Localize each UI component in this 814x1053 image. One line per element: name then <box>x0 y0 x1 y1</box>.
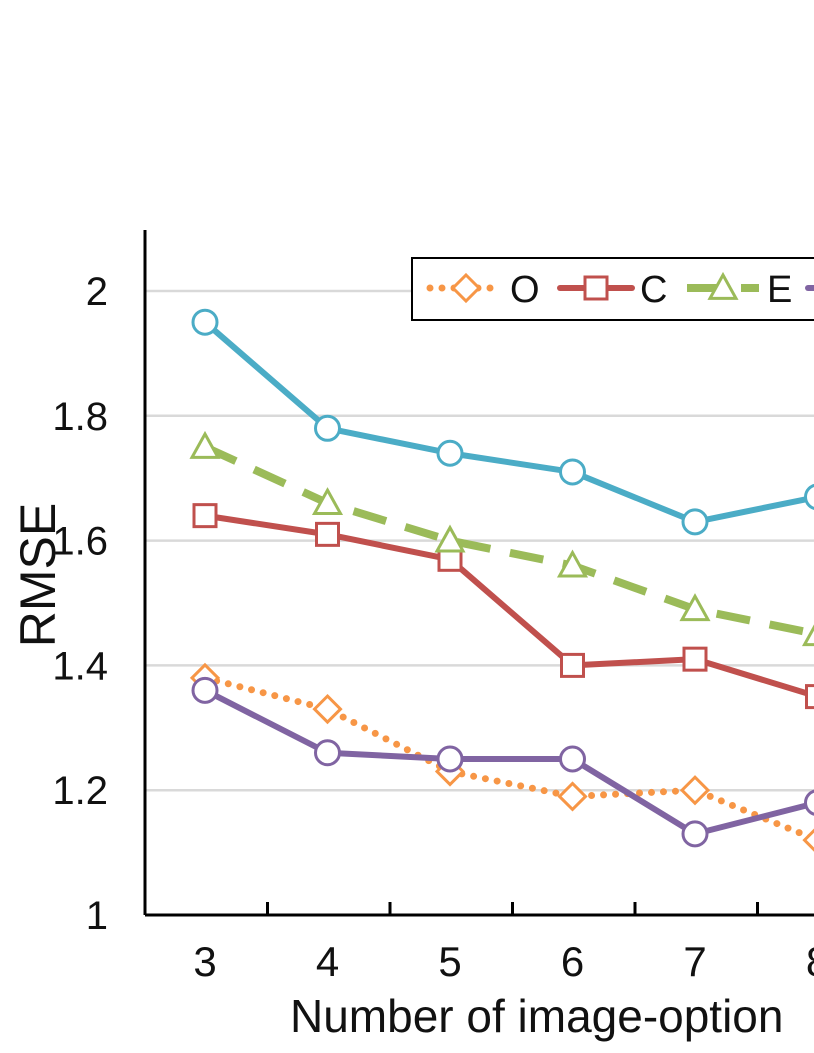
data-point <box>191 676 219 704</box>
x-tick-label: 3 <box>193 938 216 985</box>
data-point <box>679 593 711 622</box>
data-point <box>801 624 814 647</box>
data-point <box>559 745 586 773</box>
x-tick-label: 5 <box>438 938 461 985</box>
y-tick-label: 1.4 <box>52 644 108 688</box>
data-point <box>556 549 589 578</box>
x-tick-label: 6 <box>561 938 584 985</box>
data-point <box>434 524 466 553</box>
data-point <box>802 828 814 852</box>
y-tick-label: 2 <box>86 270 108 314</box>
series-line <box>202 687 814 837</box>
legend-label: O <box>510 269 540 311</box>
data-point <box>681 820 709 848</box>
y-axis-label: RMSE <box>10 503 66 647</box>
data-point <box>315 521 340 547</box>
data-point <box>191 308 219 336</box>
series-line <box>201 674 814 843</box>
data-point <box>192 503 218 529</box>
axes <box>143 230 814 917</box>
legend-label: C <box>640 269 667 311</box>
data-point <box>707 271 739 300</box>
x-tick-label: 7 <box>683 938 706 985</box>
data-point <box>805 684 814 710</box>
data-point <box>679 775 711 806</box>
y-tick-label: 1.8 <box>52 395 108 439</box>
data-point <box>450 272 482 304</box>
y-tick-labels: 1 1.2 1.4 1.6 1.8 2 <box>52 270 108 938</box>
data-point <box>560 652 585 678</box>
data-point <box>804 789 814 816</box>
legend-label: E <box>767 269 792 311</box>
data-point <box>436 439 464 467</box>
series-E <box>189 430 814 647</box>
y-tick-label: 1.6 <box>52 520 108 564</box>
data-point <box>311 487 344 516</box>
x-tick-labels: 3 4 5 6 7 8 <box>193 938 814 985</box>
series-line <box>202 512 814 699</box>
data-point <box>583 275 609 301</box>
series-line <box>202 319 814 525</box>
data-point <box>559 458 586 486</box>
data-point <box>314 414 341 442</box>
y-tick-label: 1 <box>86 894 108 938</box>
x-axis-label: Number of image-option <box>290 990 783 1042</box>
data-point <box>804 483 814 510</box>
data-point <box>682 646 708 672</box>
data-point <box>314 739 341 767</box>
gridlines <box>145 289 814 792</box>
data-point <box>189 430 221 459</box>
series-line <box>203 443 814 638</box>
data-point <box>557 781 588 812</box>
x-tick-label: 8 <box>806 938 814 985</box>
y-tick-label: 1.2 <box>52 769 108 813</box>
series-unnamed <box>191 676 814 848</box>
x-tick-label: 4 <box>316 938 339 985</box>
series-C <box>192 503 814 710</box>
data-point <box>681 508 709 536</box>
series <box>189 308 814 852</box>
series-unnamed <box>191 308 814 536</box>
data-point <box>436 745 464 773</box>
data-point <box>312 693 343 725</box>
